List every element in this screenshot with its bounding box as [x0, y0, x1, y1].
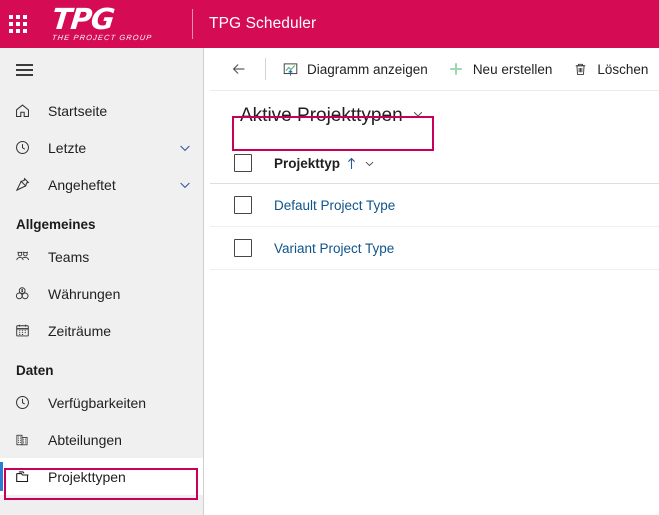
table-row[interactable]: Default Project Type: [210, 184, 659, 227]
sidebar-item-label: Letzte: [48, 139, 87, 156]
sidebar-section-header-allgemeines: Allgemeines: [16, 217, 96, 232]
sidebar-item-label: Projekttypen: [48, 468, 126, 485]
row-name-link[interactable]: Default Project Type: [274, 197, 396, 213]
app-launcher-waffle-icon[interactable]: [0, 0, 36, 48]
logo-tagline: THE PROJECT GROUP: [51, 33, 153, 42]
sidebar-scroll-area: Startseite Letzte: [0, 48, 203, 497]
hamburger-menu-icon[interactable]: [0, 48, 48, 92]
command-bar-divider: [265, 58, 266, 80]
sidebar-section-header-daten: Daten: [16, 363, 54, 378]
column-header-projekttyp[interactable]: Projekttyp: [252, 156, 376, 171]
sidebar-item-label: Abteilungen: [48, 431, 122, 448]
row-checkbox[interactable]: [234, 196, 252, 214]
sidebar-item-zeitraeume[interactable]: Zeiträume: [0, 312, 203, 349]
folder-type-icon: [14, 467, 40, 487]
sidebar-item-startseite[interactable]: Startseite: [0, 92, 203, 129]
sidebar-item-label: Teams: [48, 248, 90, 265]
view-selector[interactable]: Aktive Projekttypen: [234, 102, 431, 130]
view-selector-bar: Aktive Projekttypen: [210, 91, 659, 141]
command-button-label: Neu erstellen: [472, 61, 553, 77]
sidebar-item-verfuegbarkeiten[interactable]: Verfügbarkeiten: [0, 384, 203, 421]
sidebar-footer-strip: [0, 497, 204, 515]
sidebar-item-waehrungen[interactable]: Währungen: [0, 275, 203, 312]
tpg-logo[interactable]: TPG THE PROJECT GROUP: [36, 0, 176, 48]
app-header: TPG THE PROJECT GROUP TPG Scheduler: [0, 0, 659, 48]
chevron-down-icon[interactable]: [177, 140, 193, 156]
sidebar-item-teams[interactable]: Teams: [0, 238, 203, 275]
calendar-icon: [14, 321, 40, 341]
show-chart-icon: [280, 61, 300, 78]
arrow-up-icon: [346, 157, 357, 170]
view-selector-label: Aktive Projekttypen: [240, 105, 403, 126]
table-row[interactable]: Variant Project Type: [210, 227, 659, 270]
sidebar-item-projekttypen[interactable]: Projekttypen: [0, 458, 203, 495]
sidebar-item-label: Währungen: [48, 285, 121, 302]
back-button[interactable]: [220, 53, 258, 86]
sidebar-item-angeheftet[interactable]: Angeheftet: [0, 166, 203, 203]
sidebar-item-label: Zeiträume: [48, 322, 112, 339]
sidebar-item-label: Verfügbarkeiten: [48, 394, 147, 411]
row-name-link[interactable]: Variant Project Type: [274, 240, 395, 256]
row-checkbox[interactable]: [234, 239, 252, 257]
delete-button[interactable]: Löschen: [561, 53, 657, 86]
chevron-down-icon[interactable]: [177, 177, 193, 193]
teams-people-icon: [14, 247, 40, 267]
trash-icon: [570, 61, 590, 78]
show-chart-button[interactable]: Diagramm anzeigen: [271, 53, 437, 86]
new-button[interactable]: Neu erstellen: [437, 53, 562, 86]
project-types-table: Projekttyp: [210, 143, 659, 270]
back-arrow-icon: [229, 60, 249, 78]
select-all-checkbox[interactable]: [234, 154, 252, 172]
command-button-label: Löschen: [597, 61, 649, 77]
command-button-label: Diagramm anzeigen: [307, 61, 428, 77]
logo-text: TPG: [50, 2, 116, 36]
home-icon: [14, 101, 40, 121]
sidebar-item-label: Angeheftet: [48, 176, 116, 193]
column-header-label: Projekttyp: [274, 155, 341, 171]
header-divider: [192, 9, 193, 39]
pin-icon: [14, 175, 40, 195]
sidebar-item-abteilungen[interactable]: Abteilungen: [0, 421, 203, 458]
app-title: TPG Scheduler: [209, 15, 317, 32]
sidebar: Startseite Letzte: [0, 48, 204, 497]
clock-icon: [14, 393, 40, 413]
sidebar-item-label: Startseite: [48, 102, 108, 119]
currency-coins-icon: [14, 284, 40, 304]
chevron-down-icon[interactable]: [363, 157, 376, 170]
building-icon: [14, 430, 40, 450]
clock-recent-icon: [14, 138, 40, 158]
command-bar: Diagramm anzeigen Neu erstellen: [210, 48, 659, 91]
table-header-row: Projekttyp: [210, 143, 659, 184]
main-inner: Diagramm anzeigen Neu erstellen: [210, 48, 659, 515]
main-content: Diagramm anzeigen Neu erstellen: [205, 48, 659, 515]
sidebar-item-letzte[interactable]: Letzte: [0, 129, 203, 166]
plus-icon: [446, 60, 466, 78]
chevron-down-icon[interactable]: [411, 107, 425, 121]
